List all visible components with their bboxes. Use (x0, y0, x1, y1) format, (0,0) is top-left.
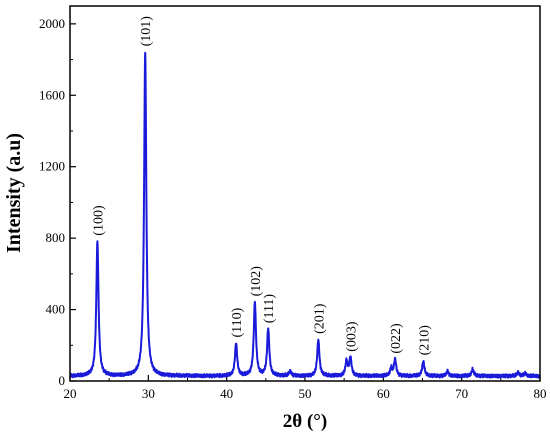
y-tick-label: 800 (46, 230, 66, 245)
xrd-pattern-line (69, 51, 541, 379)
peak-label: (022) (389, 323, 404, 354)
x-tick-label: 60 (377, 386, 390, 401)
y-tick-label: 2000 (39, 16, 65, 31)
y-tick-label: 0 (59, 373, 66, 388)
x-axis-title: 2θ (°) (283, 411, 327, 432)
x-tick-label: 80 (534, 386, 547, 401)
y-axis-ticks: 0 400 800 1200 1600 2000 (39, 16, 76, 388)
peak-labels: (100) (101) (110) (102)(111) (201) (003) (022)… (91, 16, 432, 356)
plot-frame (69, 5, 541, 382)
y-tick-label: 400 (46, 302, 66, 317)
peak-label: (101) (139, 16, 154, 47)
peak-label: (100) (91, 205, 106, 236)
peak-label: (111) (262, 294, 277, 324)
y-tick-label: 1600 (39, 87, 65, 102)
x-tick-label: 40 (220, 386, 233, 401)
x-tick-label: 30 (142, 386, 155, 401)
peak-label: (003) (344, 321, 359, 352)
peak-label: (110) (230, 307, 245, 337)
peak-label: (210) (417, 325, 432, 356)
x-axis-ticks: 20 30 40 50 60 70 80 (64, 375, 547, 401)
y-tick-label: 1200 (39, 159, 65, 174)
x-tick-label: 20 (64, 386, 77, 401)
peak-label: (102) (249, 266, 264, 297)
x-tick-label: 50 (299, 386, 312, 401)
x-tick-label: 70 (455, 386, 468, 401)
y-axis-title: Intensity (a.u) (3, 133, 25, 253)
peak-label: (201) (312, 303, 327, 334)
